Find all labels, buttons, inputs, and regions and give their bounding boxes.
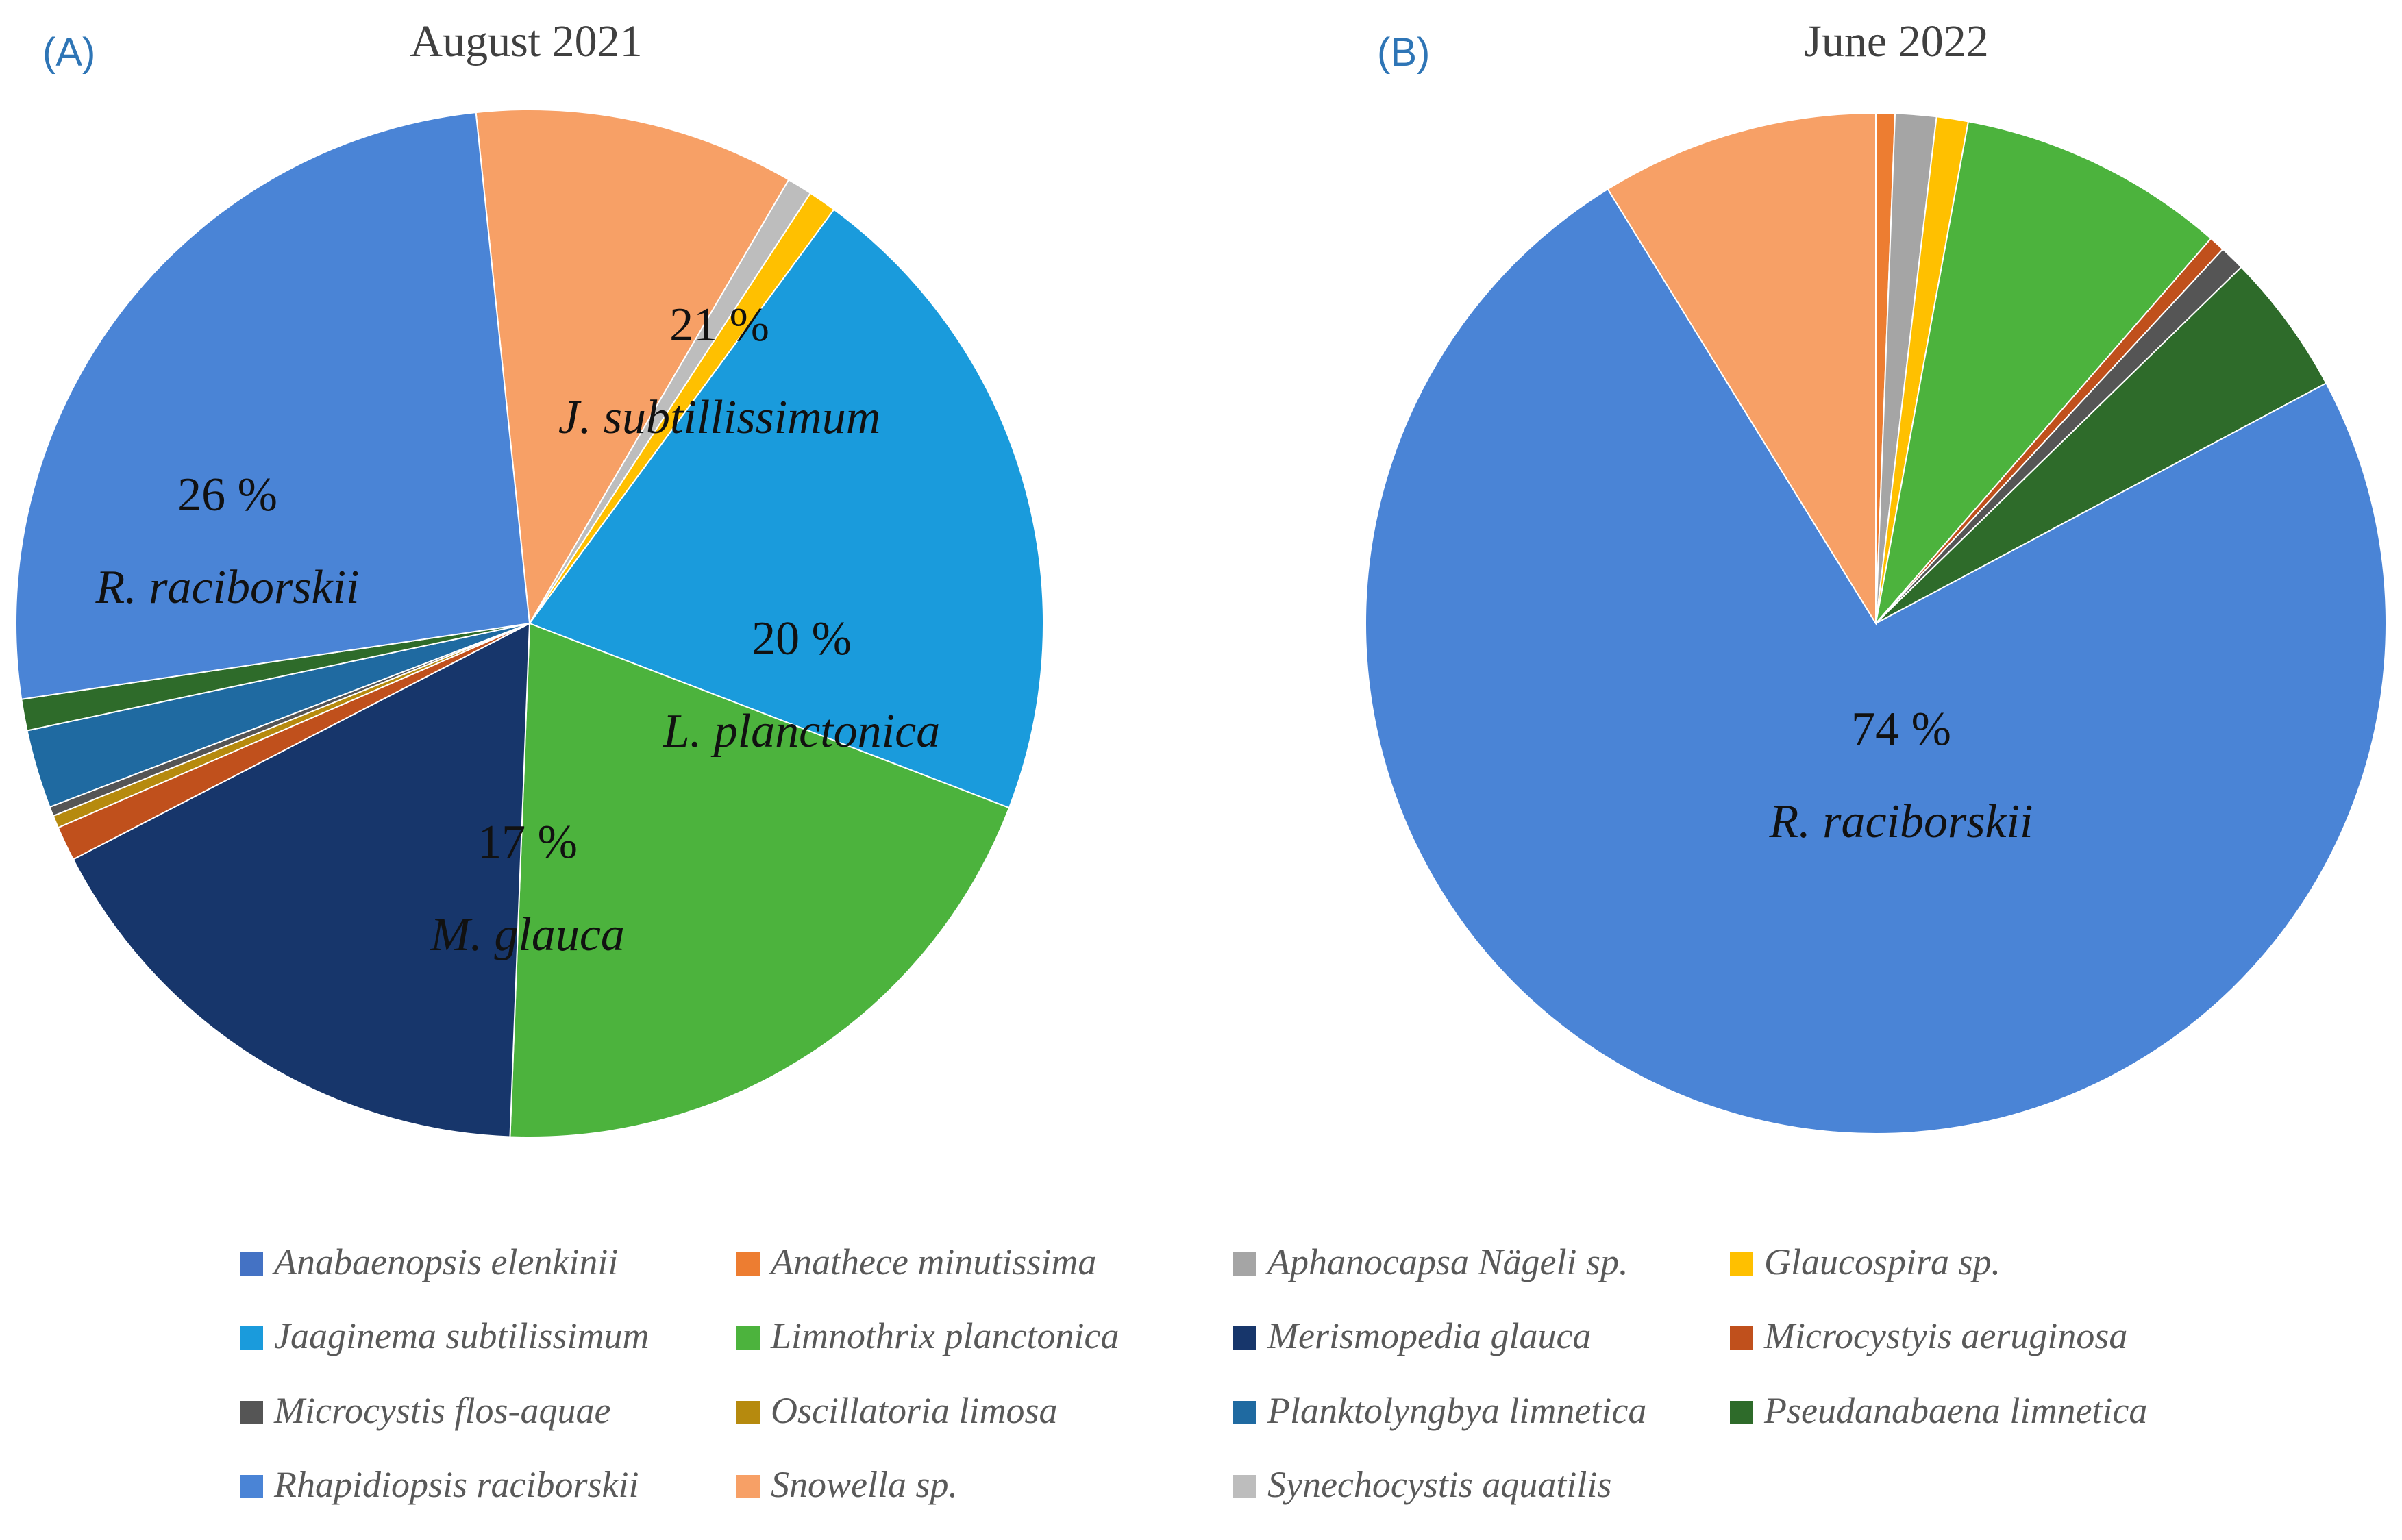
legend-swatch-synechocystis-aquatilis: [1233, 1475, 1256, 1498]
slice-limnothrix-planctonica: [1874, 121, 2212, 626]
legend-label-limnothrix-planctonica: Limnothrix planctonica: [770, 1315, 1119, 1356]
legend-swatch-microcystyis-aeruginosa: [1730, 1326, 1753, 1350]
data-label-name-rhapidiopsis-raciborskii: R. raciborskii: [95, 561, 360, 614]
data-label-percent-rhapidiopsis-raciborskii: 26 %: [177, 469, 277, 521]
data-label-name-rhapidiopsis-raciborskii: R. raciborskii: [1769, 795, 2033, 848]
legend-label-oscillatoria-limosa: Oscillatoria limosa: [771, 1390, 1058, 1431]
slice-merismopedia-glauca: [72, 622, 531, 1138]
chart-title-a: August 2021: [410, 16, 642, 66]
panel-label-b: (B): [1377, 30, 1430, 75]
legend-swatch-microcystis-flos-aquae: [240, 1401, 263, 1424]
legend-label-microcystyis-aeruginosa: Microcystyis aeruginosa: [1763, 1315, 2127, 1356]
data-label-percent-merismopedia-glauca: 17 %: [478, 816, 578, 869]
slice-snowella-sp: [475, 109, 790, 626]
legend-label-microcystis-flos-aquae: Microcystis flos-aquae: [273, 1390, 610, 1431]
data-label-percent-jaaginema-subtilissimum: 21 %: [669, 299, 769, 351]
slice-rhapidiopsis-raciborskii: [15, 112, 531, 700]
legend-label-snowella-sp: Snowella sp.: [771, 1464, 958, 1505]
legend-swatch-anathece-minutissima: [736, 1252, 760, 1276]
legend-swatch-jaaginema-subtilissimum: [240, 1326, 263, 1350]
labels-august-2021: 21 % J. subtillissimum 20 % L. planctonica 1…: [95, 299, 941, 961]
data-label-percent-rhapidiopsis-raciborskii: 74 %: [1851, 703, 1951, 756]
data-label-name-merismopedia-glauca: M. glauca: [430, 908, 625, 961]
slice-jaaginema-subtilissimum: [528, 208, 1044, 809]
legend-label-anathece-minutissima: Anathece minutissima: [769, 1241, 1096, 1282]
slices-august-2021: [15, 109, 1044, 1138]
legend-swatch-glaucospira-sp: [1730, 1252, 1753, 1276]
legend-label-rhapidiopsis-raciborskii: Rhapidiopsis raciborskii: [273, 1464, 639, 1505]
panel-label-a: (A): [42, 30, 95, 75]
chart-august-2021: (A) August 2021 21 % J. subtillissimum 20 …: [15, 16, 1044, 1138]
legend-label-merismopedia-glauca: Merismopedia glauca: [1267, 1315, 1591, 1356]
slice-rhapidiopsis-raciborskii: [1365, 188, 2387, 1134]
legend-label-synechocystis-aquatilis: Synechocystis aquatilis: [1267, 1464, 1611, 1505]
chart-june-2022: (B) June 2022 74 % R. raciborskii: [1365, 16, 2387, 1134]
legend-swatch-planktolyngbya-limnetica: [1233, 1401, 1256, 1424]
data-label-percent-limnothrix-planctonica: 20 %: [752, 612, 852, 665]
slices-june-2022: [1365, 112, 2387, 1134]
legend-swatch-rhapidiopsis-raciborskii: [240, 1475, 263, 1498]
slice-snowella-sp: [1607, 112, 1877, 626]
legend-swatch-pseudanabaena-limnetica: [1730, 1401, 1753, 1424]
legend-swatch-oscillatoria-limosa: [736, 1401, 760, 1424]
slice-pseudanabaena-limnetica: [1875, 266, 2327, 624]
legend-label-planktolyngbya-limnetica: Planktolyngbya limnetica: [1267, 1390, 1646, 1431]
legend-swatch-snowella-sp: [736, 1475, 760, 1498]
data-label-name-jaaginema-subtilissimum: J. subtillissimum: [558, 391, 881, 444]
legend-swatch-aphanocapsa-n-geli-sp: [1233, 1252, 1256, 1276]
legend-swatch-merismopedia-glauca: [1233, 1326, 1256, 1350]
legend-label-anabaenopsis-elenkinii: Anabaenopsis elenkinii: [272, 1241, 618, 1282]
legend-label-aphanocapsa-n-geli-sp: Aphanocapsa Nägeli sp.: [1265, 1241, 1628, 1282]
chart-title-b: June 2022: [1804, 16, 1988, 66]
slice-limnothrix-planctonica: [509, 622, 1011, 1138]
labels-june-2022: 74 % R. raciborskii: [1769, 703, 2033, 848]
legend-label-pseudanabaena-limnetica: Pseudanabaena limnetica: [1763, 1390, 2147, 1431]
data-label-name-limnothrix-planctonica: L. planctonica: [663, 705, 940, 758]
legend-swatch-anabaenopsis-elenkinii: [240, 1252, 263, 1276]
legend-swatch-limnothrix-planctonica: [736, 1326, 760, 1350]
legend-label-glaucospira-sp: Glaucospira sp.: [1764, 1241, 2001, 1282]
legend: Anabaenopsis elenkinii Anathece minutissi…: [240, 1241, 2147, 1505]
legend-label-jaaginema-subtilissimum: Jaaginema subtilissimum: [274, 1315, 649, 1356]
